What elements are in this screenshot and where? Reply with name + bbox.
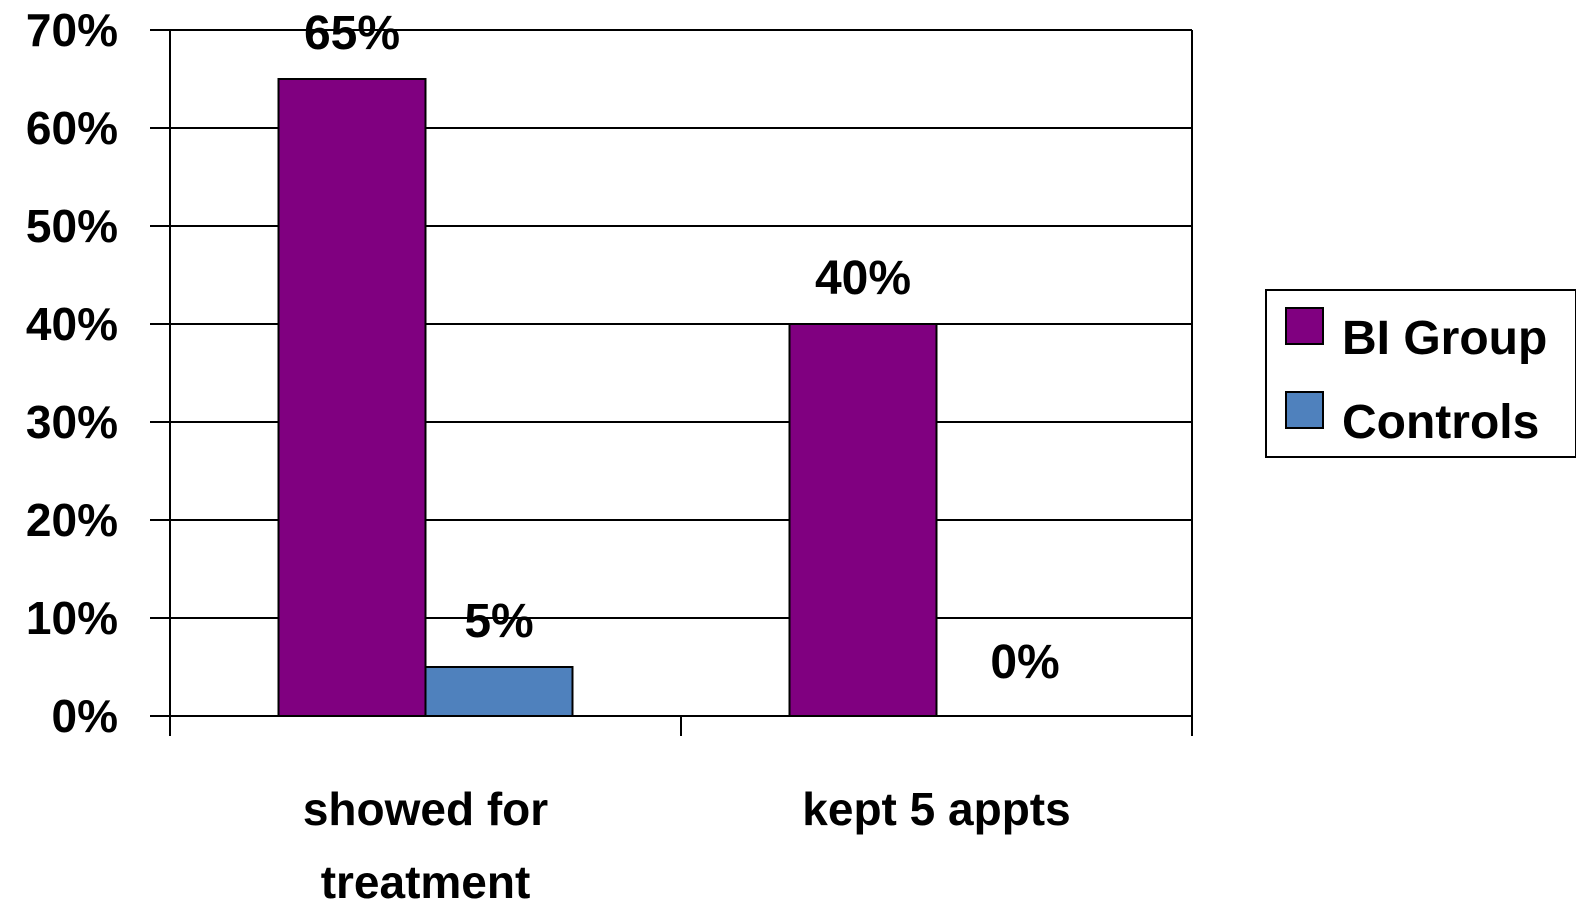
category-label: kept 5 appts — [802, 783, 1070, 835]
bar-bi-group — [277, 78, 427, 717]
category-label-line: treatment — [321, 856, 531, 908]
y-tick-label: 10% — [26, 592, 118, 644]
y-tick-label: 30% — [26, 396, 118, 448]
legend-swatch — [1285, 307, 1324, 345]
y-tick-label: 50% — [26, 200, 118, 252]
legend-label: Controls — [1342, 396, 1539, 449]
category-label-line: kept 5 appts — [802, 783, 1070, 835]
legend-swatch — [1285, 391, 1324, 429]
legend: BI Group Controls — [1265, 289, 1576, 458]
category-label: showed for treatment — [303, 783, 548, 908]
data-label: 5% — [464, 595, 533, 648]
legend-label: BI Group — [1342, 312, 1547, 365]
y-tick-label: 0% — [52, 690, 118, 742]
data-label: 65% — [304, 7, 400, 60]
y-tick-label: 20% — [26, 494, 118, 546]
y-tick-labels: 0% 10% 20% 30% 40% 50% 60% 70% — [26, 4, 118, 742]
y-tick-label: 40% — [26, 298, 118, 350]
data-label: 40% — [815, 252, 911, 305]
legend-box — [1265, 289, 1576, 458]
y-tick-label: 70% — [26, 4, 118, 56]
data-labels: 65% 5% 40% 0% — [304, 7, 1060, 689]
bar-bi-group — [788, 323, 938, 717]
y-tick-label: 60% — [26, 102, 118, 154]
axes — [150, 29, 1193, 736]
category-label-line: showed for — [303, 783, 548, 835]
bar-controls — [424, 666, 574, 717]
bars — [277, 78, 938, 717]
category-labels: showed for treatment kept 5 appts — [303, 783, 1071, 908]
data-label: 0% — [990, 636, 1059, 689]
